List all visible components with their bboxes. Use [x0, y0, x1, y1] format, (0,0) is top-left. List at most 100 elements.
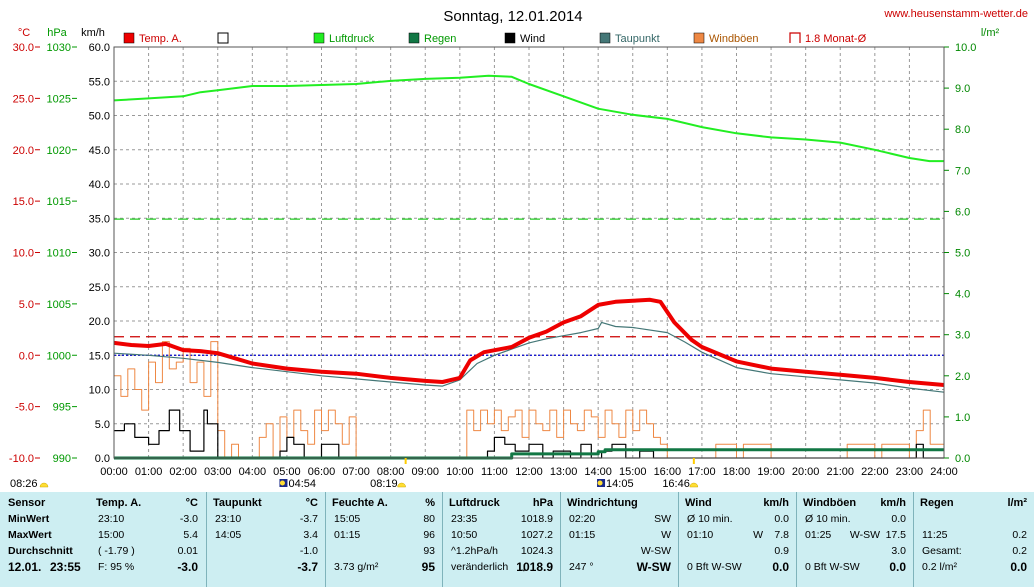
- pressure-tick-label: 995: [53, 402, 71, 414]
- wind-axis-unit: km/h: [81, 27, 105, 39]
- now-detail: veränderlich: [451, 561, 509, 573]
- x-tick-label: 21:00: [826, 466, 854, 478]
- series-line-luftdruck: [113, 74, 944, 163]
- x-tick-label: 05:00: [273, 466, 301, 478]
- max-extra: W: [753, 529, 763, 541]
- rain-tick-label: 5.0: [955, 248, 970, 260]
- max-detail: 10:50: [451, 529, 478, 541]
- column-unit: %: [425, 497, 435, 509]
- axis-labels: 30.0 25.0 20.0 15.0 10.0 5.0 0.0 -5.0 -10.0 1030 1…: [9, 42, 977, 478]
- pressure-tick-label: 1010: [47, 248, 71, 260]
- wind-tick-label: 0.0: [95, 453, 110, 465]
- min-value: -3.7: [299, 513, 318, 525]
- legend: Temp. A. Luftdruck Regen Wind Taupunkt Windbö…: [123, 32, 867, 45]
- sun-icon: [39, 482, 49, 488]
- x-tick-label: 07:00: [342, 466, 370, 478]
- max-detail: 01:25: [805, 529, 832, 541]
- legend-swatch: [789, 32, 801, 43]
- legend-swatch: [504, 32, 516, 44]
- legend-label: Wind: [520, 33, 545, 45]
- max-detail: 01:10: [687, 529, 714, 541]
- legend-swatch: [408, 32, 420, 44]
- wind-tick-label: 55.0: [89, 76, 110, 88]
- grid: [114, 47, 944, 458]
- website-link[interactable]: www.heusenstamm-wetter.de: [883, 8, 1028, 20]
- x-tick-label: 17:00: [688, 466, 716, 478]
- rain-tick-label: 2.0: [955, 371, 970, 383]
- now-value: -3.7: [297, 560, 318, 574]
- avg-value: W-SW: [640, 545, 671, 557]
- min-detail: 23:35: [451, 513, 478, 525]
- time-marks: 04:54 08:19 14:05 16:46 08:26: [10, 458, 699, 490]
- legend-label: Regen: [424, 33, 456, 45]
- legend-label: Luftdruck: [329, 33, 375, 45]
- column-unit: °C: [305, 497, 318, 509]
- series-line-taupunkt: [113, 321, 945, 393]
- avg-label: Durchschnitt: [8, 545, 73, 557]
- avg-value: 3.0: [891, 545, 906, 557]
- now-detail: 247 °: [569, 561, 594, 573]
- rain-axis-unit: l/m²: [981, 27, 1000, 39]
- now-detail: 0.2 l/m²: [922, 561, 958, 573]
- column-title: Luftdruck: [449, 497, 500, 509]
- min-detail: 23:10: [98, 513, 125, 525]
- temp-tick-label: 0.0: [19, 350, 34, 362]
- wind-tick-label: 20.0: [89, 316, 110, 328]
- column-title: Wind: [685, 497, 712, 509]
- pressure-tick-label: 990: [53, 453, 71, 465]
- column-title: Regen: [920, 497, 954, 509]
- sunrise-left-mark: 08:26: [10, 478, 49, 490]
- now-value: 95: [421, 560, 435, 574]
- temp-tick-label: -5.0: [15, 402, 34, 414]
- max-detail: 15:00: [98, 529, 125, 541]
- min-value: 80: [423, 513, 435, 525]
- x-tick-label: 18:00: [723, 466, 751, 478]
- stats-column-5: Windrichtung 02:20 SW 01:15 W W-SW 247 ° W-SW: [560, 492, 679, 587]
- pressure-tick-label: 1005: [47, 299, 71, 311]
- x-tick-label: 06:00: [308, 466, 336, 478]
- wind-tick-label: 25.0: [89, 282, 110, 294]
- x-tick-label: 03:00: [204, 466, 232, 478]
- min-detail: 15:05: [334, 513, 361, 525]
- series-layer: [113, 74, 945, 460]
- max-value: 3.4: [303, 529, 318, 541]
- series-line-temp-a-: [113, 297, 945, 387]
- now-value: 0.0: [889, 560, 906, 574]
- moon-glyph: [597, 480, 603, 486]
- sun-time: 08:19: [370, 478, 398, 490]
- pressure-tick-label: 1020: [47, 145, 71, 157]
- wind-tick-label: 40.0: [89, 179, 110, 191]
- wind-tick-label: 45.0: [89, 145, 110, 157]
- column-unit: km/h: [763, 497, 789, 509]
- column-title: Feuchte A.: [332, 497, 388, 509]
- column-unit: °C: [185, 497, 198, 509]
- legend-item: Taupunkt: [599, 32, 660, 45]
- temp-axis-unit: °C: [18, 27, 30, 39]
- column-title: Temp. A.: [96, 497, 142, 509]
- max-label: MaxWert: [8, 529, 52, 541]
- x-tick-label: 13:00: [550, 466, 578, 478]
- rain-tick-label: 7.0: [955, 165, 970, 177]
- x-tick-label: 01:00: [135, 466, 163, 478]
- now-detail: 0 Bft W-SW: [805, 561, 860, 573]
- max-value: 5.4: [183, 529, 198, 541]
- temp-tick-label: 15.0: [13, 196, 34, 208]
- stats-column-1: Temp. A. °C 23:10 -3.0 15:00 5.4 ( -1.79 ) 0.01…: [90, 492, 206, 587]
- sun-icon: [689, 482, 699, 488]
- rain-tick-label: 10.0: [955, 42, 976, 54]
- rain-tick-label: 1.0: [955, 412, 970, 424]
- x-tick-label: 14:00: [584, 466, 612, 478]
- pressure-axis-unit: hPa: [47, 27, 67, 39]
- avg-value: 0.9: [774, 545, 789, 557]
- x-tick-label: 19:00: [757, 466, 785, 478]
- legend-label: Taupunkt: [615, 33, 660, 45]
- stats-column-7: Windböen km/h Ø 10 min. 0.0 01:25 W-SW 17.5 3.0…: [796, 492, 914, 587]
- legend-item: Windböen: [693, 32, 759, 45]
- stats-panel: Sensor MinWert MaxWert Durchschnitt 12.0…: [0, 492, 1034, 587]
- min-value: -3.0: [179, 513, 198, 525]
- legend-label: Windböen: [709, 33, 759, 45]
- wind-tick-label: 5.0: [95, 419, 110, 431]
- max-value: 96: [423, 529, 435, 541]
- moonrise-mark: 04:54: [279, 478, 316, 490]
- x-tick-label: 04:00: [239, 466, 267, 478]
